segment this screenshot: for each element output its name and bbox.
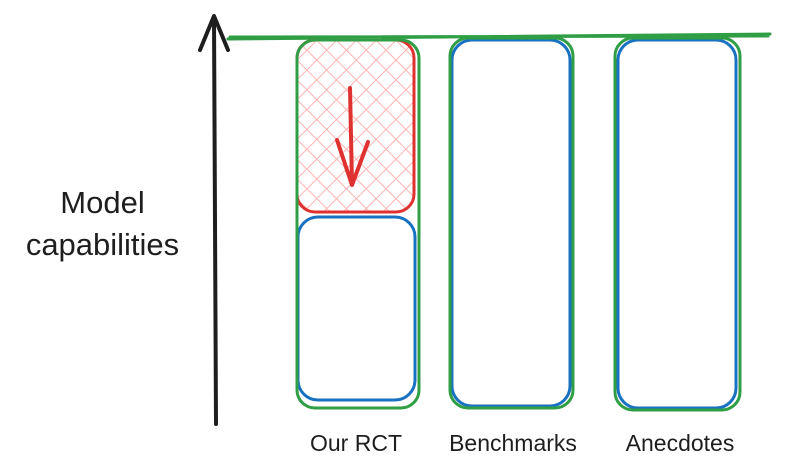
column-label-our-rct: Our RCT — [310, 430, 402, 456]
green-box — [448, 36, 575, 410]
down-arrow — [335, 86, 370, 187]
blue-box — [616, 38, 738, 410]
column-anecdotes — [613, 36, 742, 412]
column-benchmarks — [448, 36, 575, 410]
column-label-anecdotes: Anecdotes — [625, 430, 735, 456]
y-axis-label-line-2: capabilities — [25, 227, 180, 262]
green-box — [295, 38, 421, 410]
blue-box — [296, 215, 417, 402]
y-axis-arrow — [198, 14, 230, 426]
green-box — [613, 36, 742, 412]
red-hatched-box — [295, 38, 416, 214]
column-our-rct — [295, 38, 421, 410]
column-label-benchmarks: Benchmarks — [449, 430, 577, 456]
y-axis-label-line-1: Model — [60, 185, 145, 220]
blue-box — [450, 38, 572, 408]
y-axis-label: Model capabilities — [20, 182, 185, 266]
